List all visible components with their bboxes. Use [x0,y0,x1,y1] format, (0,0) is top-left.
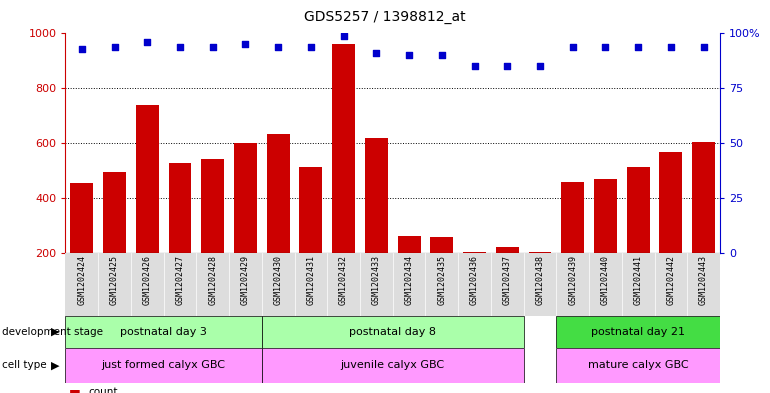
Text: mature calyx GBC: mature calyx GBC [588,360,688,371]
Text: ▶: ▶ [51,360,59,371]
Point [206,44,219,50]
Bar [201,158,224,309]
Text: development stage: development stage [2,327,103,337]
Bar [266,134,290,309]
Bar [234,143,257,309]
Text: GDS5257 / 1398812_at: GDS5257 / 1398812_at [304,10,466,24]
Text: GSM1202438: GSM1202438 [535,255,544,305]
Text: GSM1202431: GSM1202431 [306,255,316,305]
Bar [262,348,524,383]
Bar [70,183,93,309]
Point [698,44,710,50]
Text: postnatal day 3: postnatal day 3 [120,327,207,337]
Point [109,44,121,50]
Point [567,44,579,50]
Point [141,39,153,45]
Bar [496,247,519,309]
Text: count: count [89,387,118,393]
Point [468,63,480,70]
Bar [136,105,159,309]
Point [436,52,448,59]
Point [599,44,611,50]
Text: juvenile calyx GBC: juvenile calyx GBC [340,360,445,371]
Text: GSM1202436: GSM1202436 [470,255,479,305]
Bar [103,172,126,309]
Text: GSM1202427: GSM1202427 [176,255,185,305]
Bar [556,348,720,383]
Bar [365,138,388,309]
Point [272,44,284,50]
Text: just formed calyx GBC: just formed calyx GBC [102,360,226,371]
Bar [169,163,192,309]
Text: GSM1202433: GSM1202433 [372,255,381,305]
Text: GSM1202429: GSM1202429 [241,255,250,305]
Text: GSM1202440: GSM1202440 [601,255,610,305]
Bar [300,167,323,309]
Text: GSM1202437: GSM1202437 [503,255,512,305]
Text: GSM1202426: GSM1202426 [142,255,152,305]
Bar [594,179,617,309]
Text: cell type: cell type [2,360,47,371]
Bar [65,316,262,348]
Text: GSM1202441: GSM1202441 [634,255,643,305]
Text: GSM1202430: GSM1202430 [273,255,283,305]
Text: GSM1202428: GSM1202428 [208,255,217,305]
Bar [463,252,486,309]
Bar [262,316,524,348]
Point [305,44,317,50]
Text: GSM1202439: GSM1202439 [568,255,578,305]
Text: GSM1202443: GSM1202443 [699,255,708,305]
Bar [659,152,682,309]
Bar [692,142,715,309]
Bar [430,237,454,309]
Point [534,63,546,70]
Point [239,41,252,48]
Text: postnatal day 8: postnatal day 8 [350,327,436,337]
Text: GSM1202432: GSM1202432 [339,255,348,305]
Text: postnatal day 21: postnatal day 21 [591,327,685,337]
Bar [65,253,720,316]
Text: ▶: ▶ [51,327,59,337]
Bar [561,182,584,309]
Text: GSM1202424: GSM1202424 [77,255,86,305]
Bar [397,235,420,309]
Bar [627,167,650,309]
Text: GSM1202425: GSM1202425 [110,255,119,305]
Bar [65,348,262,383]
Text: GSM1202435: GSM1202435 [437,255,447,305]
Point [665,44,677,50]
Bar [556,316,720,348]
Point [174,44,186,50]
Text: GSM1202434: GSM1202434 [404,255,413,305]
Point [370,50,383,56]
Bar [528,252,551,309]
Point [632,44,644,50]
Bar [332,44,355,309]
Text: ■: ■ [69,387,81,393]
Text: GSM1202442: GSM1202442 [666,255,675,305]
Point [75,46,88,52]
Point [337,33,350,39]
Point [403,52,415,59]
Point [501,63,514,70]
